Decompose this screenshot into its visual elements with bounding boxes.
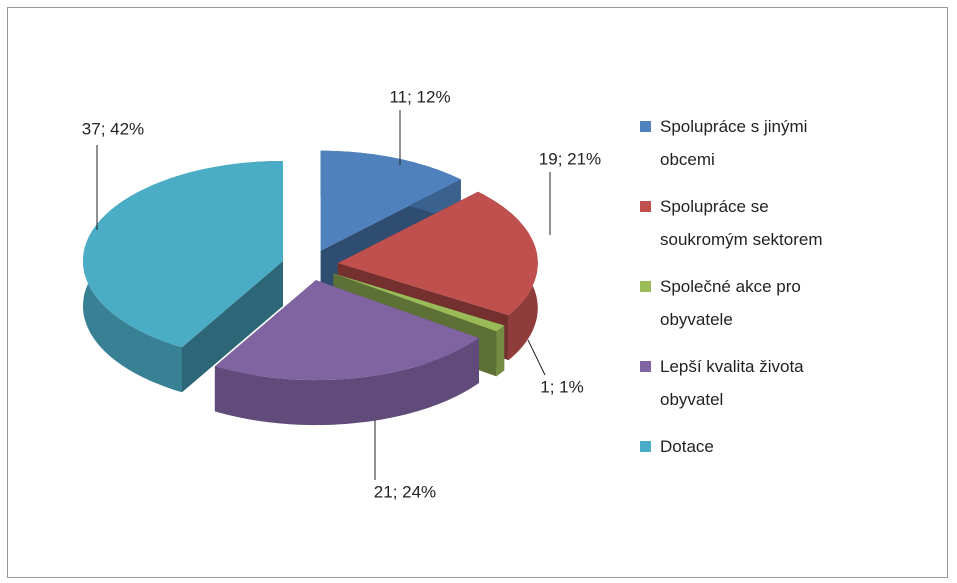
- data-label: 21; 24%: [374, 482, 436, 501]
- legend-item: Dotace: [640, 430, 850, 463]
- legend-label: Lepší kvalita života obyvatel: [660, 357, 804, 409]
- legend-item: Spolupráce s jinými obcemi: [640, 110, 850, 176]
- legend-label: Spolupráce s jinými obcemi: [660, 117, 808, 169]
- slice-side: [182, 261, 283, 393]
- pie-slice: [83, 161, 283, 393]
- legend-label: Společné akce pro obyvatele: [660, 277, 801, 329]
- legend-item: Spolupráce se soukromým sektorem: [640, 190, 850, 256]
- legend-swatch: [640, 361, 651, 372]
- slice-top: [320, 150, 461, 251]
- legend-swatch: [640, 121, 651, 132]
- legend-swatch: [640, 281, 651, 292]
- pie-slice: [214, 280, 479, 426]
- slice-top: [337, 191, 538, 316]
- slice-top: [83, 161, 283, 348]
- data-label: 11; 12%: [389, 87, 450, 106]
- data-label: 19; 21%: [539, 149, 601, 168]
- slice-wall: [496, 325, 505, 377]
- legend-label: Dotace: [660, 437, 714, 456]
- legend-item: Lepší kvalita života obyvatel: [640, 350, 850, 416]
- data-label: 37; 42%: [82, 119, 144, 138]
- legend-swatch: [640, 201, 651, 212]
- leader-line: [527, 339, 546, 376]
- slice-wall: [214, 338, 479, 426]
- legend-item: Společné akce pro obyvatele: [640, 270, 850, 336]
- legend: Spolupráce s jinými obcemi Spolupráce se …: [640, 110, 850, 477]
- slice-top: [333, 273, 505, 332]
- slice-top: [214, 280, 479, 381]
- legend-label: Spolupráce se soukromým sektorem: [660, 197, 823, 249]
- legend-swatch: [640, 441, 651, 452]
- data-label: 1; 1%: [540, 377, 583, 396]
